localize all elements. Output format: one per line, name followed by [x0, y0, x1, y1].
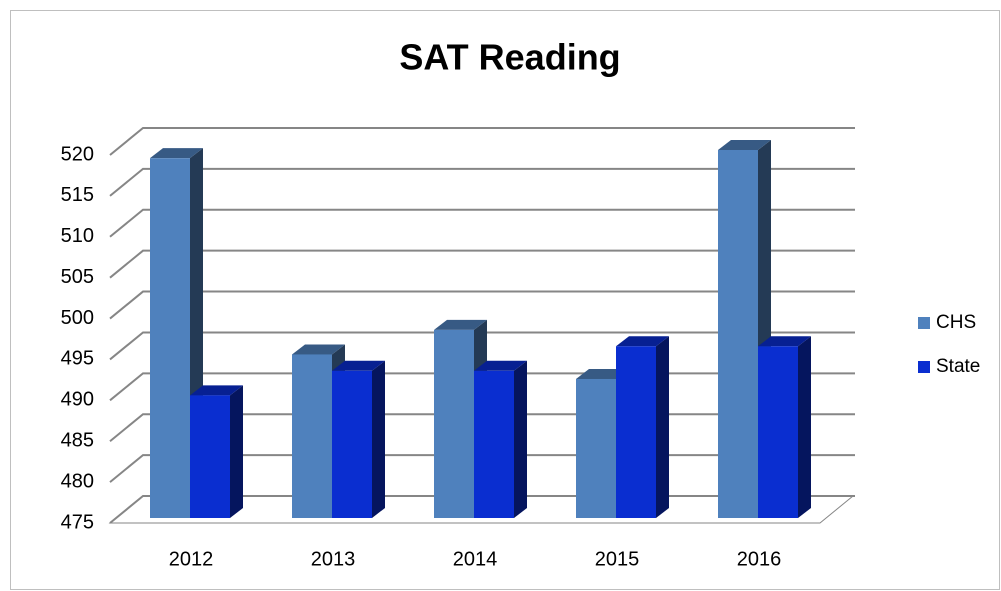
legend-swatch — [918, 361, 930, 373]
x-tick-label: 2016 — [737, 548, 782, 570]
bar-side — [514, 360, 527, 518]
bar — [576, 378, 616, 518]
y-tick-label: 510 — [61, 225, 94, 247]
grid-line — [109, 249, 855, 279]
bar-top — [190, 385, 243, 396]
legend-swatch — [918, 317, 930, 329]
x-tick-label: 2015 — [595, 548, 640, 570]
bar — [616, 346, 656, 518]
bar-top — [758, 336, 811, 347]
x-tick-label: 2012 — [169, 548, 214, 570]
bar-side — [656, 336, 669, 518]
bar-top — [616, 336, 669, 347]
bar-side — [230, 385, 243, 518]
bar — [474, 370, 514, 518]
bar-side — [372, 360, 385, 518]
bar-top — [718, 140, 771, 150]
chart-title: SAT Reading — [399, 37, 620, 78]
y-tick-label: 515 — [61, 184, 94, 206]
grid-line — [109, 127, 855, 156]
grid-line — [109, 290, 855, 320]
grid-line — [109, 331, 855, 361]
y-tick-label: 500 — [61, 307, 94, 329]
bar-top — [474, 360, 527, 371]
bar — [292, 354, 332, 518]
bar — [332, 370, 372, 518]
bar-side — [798, 336, 811, 518]
bar — [758, 346, 798, 518]
bar — [150, 158, 190, 518]
x-tick-label: 2013 — [311, 548, 356, 570]
bar-top — [150, 148, 203, 159]
y-tick-label: 490 — [61, 389, 94, 411]
grid-line — [109, 208, 855, 238]
y-tick-label: 505 — [61, 266, 94, 288]
bar — [718, 150, 758, 518]
y-tick-label: 495 — [61, 348, 94, 370]
y-tick-label: 485 — [61, 430, 94, 452]
x-tick-label: 2014 — [453, 548, 498, 570]
y-tick-label: 520 — [61, 143, 94, 165]
legend-label: CHS — [936, 312, 976, 333]
bar-top — [292, 344, 345, 355]
y-tick-label: 480 — [61, 470, 94, 492]
bar-top — [576, 368, 629, 379]
bar — [434, 329, 474, 518]
legend-label: State — [936, 356, 980, 377]
bar-top — [332, 360, 385, 371]
y-tick-label: 475 — [61, 511, 94, 533]
bar — [190, 395, 230, 518]
bar-top — [434, 319, 487, 330]
grid-line — [109, 167, 855, 197]
